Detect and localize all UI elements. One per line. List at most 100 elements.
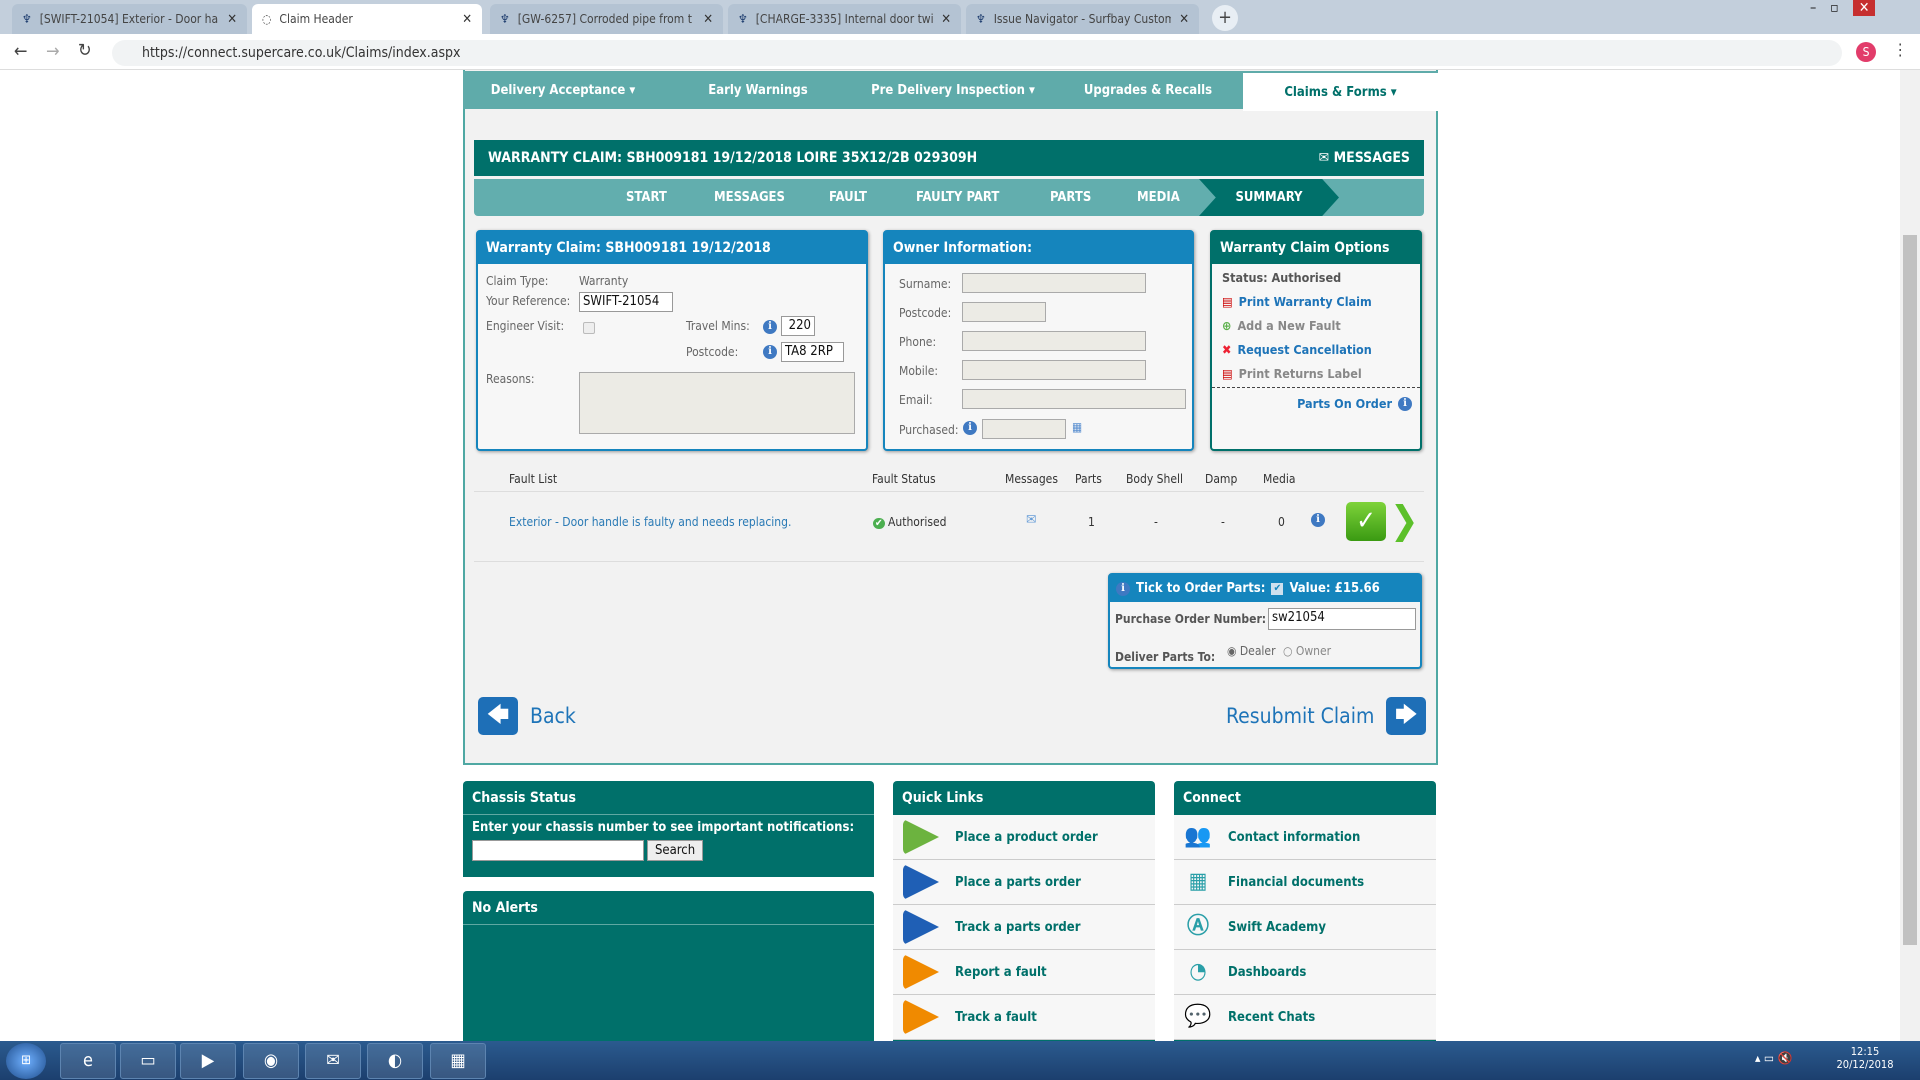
quick-links-panel: Quick Links Place a product order Place … <box>893 781 1155 1041</box>
quick-link-place-parts-order[interactable]: Place a parts order <box>893 860 1155 905</box>
step-media[interactable]: MEDIA <box>1137 190 1180 205</box>
clock[interactable]: 12:15 20/12/2018 <box>1836 1045 1894 1071</box>
browser-tab[interactable]: ◌ Claim Header ✕ <box>252 4 482 34</box>
media-player-icon[interactable]: ▶ <box>180 1043 236 1079</box>
print-warranty-claim-link[interactable]: ▤ Print Warranty Claim <box>1222 294 1372 309</box>
browser-tab[interactable]: ♆ [GW-6257] Corroded pipe from t ✕ <box>490 4 723 34</box>
claim-options-panel: Warranty Claim Options Status: Authorise… <box>1210 230 1422 451</box>
purchase-order-input[interactable]: sw21054 <box>1268 608 1416 630</box>
connect-contact-information[interactable]: 👥 Contact information <box>1174 815 1436 860</box>
new-tab-button[interactable]: + <box>1212 5 1238 31</box>
globe-icon: ◌ <box>262 12 272 26</box>
calculator-app-icon[interactable]: ▦ <box>430 1043 486 1079</box>
connect-recent-chats[interactable]: 💬 Recent Chats <box>1174 995 1436 1040</box>
step-faulty-part[interactable]: FAULTY PART <box>916 190 1000 205</box>
add-new-fault-link[interactable]: ⊕ Add a New Fault <box>1222 318 1341 333</box>
step-parts[interactable]: PARTS <box>1050 190 1092 205</box>
resubmit-claim-button[interactable]: Resubmit Claim 🡆 <box>1226 697 1427 735</box>
window-controls[interactable]: –▫ ✕ <box>1810 0 1876 16</box>
label: Purchased: <box>899 423 959 437</box>
engineer-visit-checkbox[interactable] <box>583 322 595 334</box>
info-icon[interactable]: i <box>1311 513 1325 527</box>
reasons-textarea[interactable] <box>579 372 855 434</box>
info-icon[interactable]: i <box>963 421 977 435</box>
column-header: Media <box>1263 472 1296 486</box>
quick-link-track-fault[interactable]: Track a fault <box>893 995 1155 1040</box>
surname-input[interactable] <box>962 273 1146 293</box>
chassis-input[interactable] <box>472 840 644 861</box>
app-icon[interactable]: ◐ <box>367 1043 423 1079</box>
approve-check-button[interactable]: ✓ <box>1346 502 1386 541</box>
calendar-icon[interactable]: ▦ <box>1072 420 1083 434</box>
chrome-icon[interactable]: ◉ <box>243 1043 299 1079</box>
browser-tab[interactable]: ♆ [SWIFT-21054] Exterior - Door ha ✕ <box>12 4 247 34</box>
fault-status: ✔ Authorised <box>873 515 947 529</box>
reload-icon[interactable]: ↻ <box>78 40 92 61</box>
owner-postcode-input[interactable] <box>962 302 1046 322</box>
ie-icon[interactable]: e <box>60 1043 116 1079</box>
dealer-radio[interactable]: ◉ Dealer <box>1227 644 1276 658</box>
info-icon[interactable]: i <box>763 320 777 334</box>
order-parts-checkbox[interactable]: ✔ <box>1271 582 1284 595</box>
chevron-right-icon[interactable]: ❯ <box>1390 498 1419 542</box>
main-nav: Delivery Acceptance ▾ Early Warnings Pre… <box>463 71 1438 111</box>
close-tab-icon[interactable]: ✕ <box>462 11 472 27</box>
phone-input[interactable] <box>962 331 1146 351</box>
body-shell-value: - <box>1154 515 1158 529</box>
nav-early-warnings[interactable]: Early Warnings <box>708 82 808 98</box>
connect-financial-documents[interactable]: ▦ Financial documents <box>1174 860 1436 905</box>
envelope-icon[interactable]: ✉ <box>1026 512 1037 528</box>
print-returns-label-link[interactable]: ▤ Print Returns Label <box>1222 366 1362 381</box>
nav-upgrades-recalls[interactable]: Upgrades & Recalls <box>1083 82 1213 98</box>
quick-link-report-fault[interactable]: Report a fault <box>893 950 1155 995</box>
tools-icon <box>903 999 939 1035</box>
reference-input[interactable]: SWIFT-21054 <box>579 292 673 312</box>
search-button[interactable]: Search <box>647 840 704 861</box>
outlook-icon[interactable]: ✉ <box>305 1043 361 1079</box>
fault-link[interactable]: Exterior - Door handle is faulty and nee… <box>509 515 792 529</box>
calculator-icon: ▦ <box>1188 869 1208 894</box>
browser-tab-bar: ♆ [SWIFT-21054] Exterior - Door ha ✕ ◌ Clai… <box>0 0 1920 34</box>
panel-title: Owner Information: <box>885 232 1192 264</box>
purchased-date-input[interactable] <box>982 419 1066 439</box>
avatar[interactable]: S <box>1856 42 1876 62</box>
mobile-input[interactable] <box>962 360 1146 380</box>
back-button[interactable]: 🡄 Back <box>478 697 576 735</box>
postcode-input[interactable]: TA8 2RP <box>781 342 844 362</box>
owner-radio[interactable]: ○ Owner <box>1283 644 1332 658</box>
start-button[interactable]: ⊞ <box>6 1043 46 1079</box>
quick-link-place-product-order[interactable]: Place a product order <box>893 815 1155 860</box>
url-input[interactable]: https://connect.supercare.co.uk/Claims/i… <box>112 40 1842 66</box>
connect-swift-academy[interactable]: Ⓐ Swift Academy <box>1174 905 1436 950</box>
step-summary[interactable]: SUMMARY <box>1199 179 1339 216</box>
forward-arrow-icon[interactable]: → <box>46 41 60 62</box>
nav-pre-delivery-inspection[interactable]: Pre Delivery Inspection ▾ <box>871 82 1035 98</box>
request-cancellation-link[interactable]: ✖ Request Cancellation <box>1222 342 1372 357</box>
file-explorer-icon[interactable]: ▭ <box>120 1043 176 1079</box>
email-input[interactable] <box>962 389 1186 409</box>
quick-link-track-parts-order[interactable]: Track a parts order <box>893 905 1155 950</box>
browser-tab[interactable]: ♆ Issue Navigator - Surfbay Custom ✕ <box>966 4 1199 34</box>
cross-icon: ✖ <box>1222 342 1232 357</box>
back-arrow-icon[interactable]: ← <box>14 41 28 62</box>
connect-dashboards[interactable]: ◔ Dashboards <box>1174 950 1436 995</box>
scrollbar[interactable] <box>1900 70 1920 1041</box>
close-tab-icon[interactable]: ✕ <box>227 11 237 27</box>
nav-claims-forms[interactable]: Claims & Forms ▾ <box>1243 73 1438 111</box>
menu-icon[interactable]: ⋮ <box>1893 40 1908 59</box>
info-icon[interactable]: i <box>1116 581 1130 596</box>
nav-delivery-acceptance[interactable]: Delivery Acceptance ▾ <box>490 82 636 98</box>
arrow-right-icon: 🡆 <box>1386 697 1427 735</box>
tray-icons[interactable]: ▴ ▭ 🔇 <box>1755 1051 1793 1065</box>
travel-mins-input[interactable]: 220 <box>781 316 815 336</box>
info-icon[interactable]: i <box>763 345 777 359</box>
step-fault[interactable]: FAULT <box>829 190 867 205</box>
step-messages[interactable]: MESSAGES <box>714 190 785 205</box>
close-tab-icon[interactable]: ✕ <box>703 11 713 27</box>
messages-link[interactable]: ✉ MESSAGES <box>1318 150 1410 166</box>
parts-on-order-link[interactable]: Parts On Order i <box>1297 396 1412 411</box>
close-tab-icon[interactable]: ✕ <box>1179 11 1189 27</box>
step-start[interactable]: START <box>626 190 667 205</box>
browser-tab[interactable]: ♆ [CHARGE-3335] Internal door twi ✕ <box>728 4 961 34</box>
close-tab-icon[interactable]: ✕ <box>941 11 951 27</box>
